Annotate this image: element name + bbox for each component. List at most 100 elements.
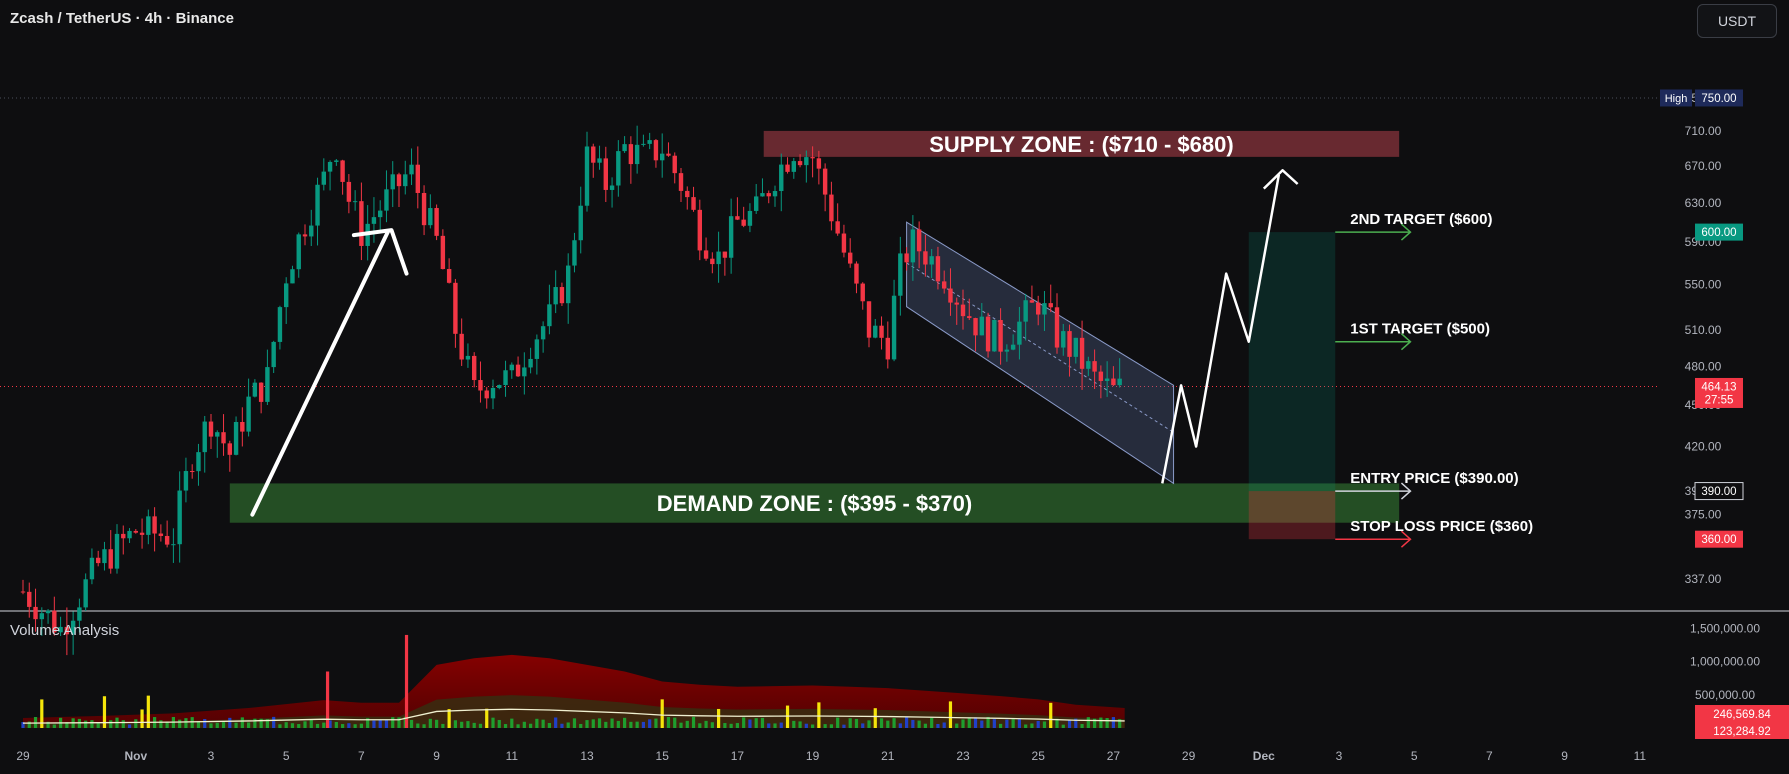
candle-body <box>465 355 471 360</box>
volume-bar <box>579 723 583 728</box>
demand-zone <box>229 483 1400 523</box>
volume-bar <box>748 719 752 728</box>
candle-body <box>534 339 540 359</box>
candle-body <box>359 201 364 246</box>
target-2-label: 2ND TARGET ($600) <box>1350 211 1492 228</box>
volume-panel-label: Volume Analysis <box>10 622 120 639</box>
volume-bar <box>867 720 871 728</box>
price-grid <box>0 97 1789 612</box>
candle-body <box>822 168 828 195</box>
candle-body <box>1048 303 1053 308</box>
candle-body <box>998 319 1003 352</box>
price-tick: 375.00 <box>1685 508 1722 522</box>
chart-title: Zcash / TetherUS · 4h · Binance <box>10 10 234 27</box>
volume-bar <box>1105 718 1109 728</box>
candle-body <box>96 557 101 564</box>
candle-body <box>114 533 120 569</box>
volume-bar <box>679 722 683 728</box>
candle-body <box>873 325 878 338</box>
volume-bar <box>127 724 132 728</box>
volume-bar <box>773 723 777 728</box>
volume-bar <box>485 708 489 728</box>
volume-bar <box>666 717 671 728</box>
candle-body <box>716 251 721 265</box>
volume-bar <box>948 701 953 728</box>
candle-body <box>252 382 258 397</box>
volume-bar <box>366 718 370 728</box>
price-tick: 710.00 <box>1685 124 1722 138</box>
candle-body <box>403 174 408 187</box>
volume-tick: 500,000.00 <box>1695 688 1755 702</box>
price-tick: 510.00 <box>1685 323 1722 337</box>
candle-body <box>559 287 565 304</box>
candle-body <box>434 208 439 236</box>
volume-bar <box>121 720 125 728</box>
candle-body <box>697 209 702 251</box>
time-tick: 19 <box>806 749 820 763</box>
price-flag-bg <box>1695 530 1743 548</box>
candle-body <box>202 421 207 453</box>
supply-zone <box>763 130 1400 157</box>
candle-body <box>735 216 740 220</box>
volume-last-value: 246,569.84 <box>1713 709 1771 721</box>
volume-bar <box>315 723 320 728</box>
candle-body <box>302 234 308 237</box>
volume-bar <box>272 716 276 728</box>
candle-body <box>685 190 690 198</box>
candle-body <box>158 533 164 536</box>
volume-bar <box>1055 718 1059 728</box>
candle-body <box>810 157 815 159</box>
candle-body <box>27 591 32 607</box>
volume-bar <box>40 699 44 728</box>
volume-bar <box>284 722 288 728</box>
candle-body <box>490 387 496 399</box>
volume-bar <box>729 723 733 728</box>
candle-body <box>929 256 934 265</box>
time-tick: 11 <box>506 749 519 763</box>
candle-body <box>284 283 289 308</box>
candle-body <box>45 610 51 614</box>
volume-bar <box>184 718 188 728</box>
volume-bar <box>334 721 338 728</box>
currency-selector[interactable]: USDT <box>1697 4 1777 38</box>
candle-body <box>1017 321 1022 345</box>
volume-bar <box>973 717 978 728</box>
candle-body <box>378 210 383 218</box>
volume-bar <box>466 721 470 728</box>
candle-body <box>384 189 389 211</box>
price-flag-bg <box>1695 89 1743 107</box>
price-flag-bg <box>1694 482 1744 501</box>
volume-bar <box>961 719 965 728</box>
time-tick: 11 <box>1634 749 1647 763</box>
candle-body <box>616 151 621 186</box>
volume-bar <box>453 720 457 728</box>
target-1-label: 1ST TARGET ($500) <box>1350 321 1490 338</box>
volume-bar <box>917 720 921 728</box>
volume-bar <box>923 723 927 728</box>
candle-body <box>1036 302 1041 315</box>
volume-bar <box>447 709 451 728</box>
price-flag-countdown: 27:55 <box>1705 394 1734 406</box>
candle-body <box>1104 378 1110 381</box>
volume-bar <box>529 723 533 728</box>
volume-bar <box>322 722 326 728</box>
volume-bar <box>999 723 1003 728</box>
candle-body <box>127 530 132 539</box>
candle-body <box>672 155 677 174</box>
candle-body <box>258 382 264 402</box>
candle-body <box>647 140 652 144</box>
impulse-arrow-line <box>250 230 390 517</box>
volume-bar <box>497 719 501 728</box>
target-2-arrow <box>1400 223 1412 241</box>
time-tick: Nov <box>124 749 147 763</box>
price-tick: 337.00 <box>1685 572 1722 586</box>
candle-body <box>334 160 339 162</box>
annotations-layer: SUPPLY ZONE : ($710 - $680) DEMAND ZONE :… <box>250 132 1533 548</box>
volume-bar <box>240 717 244 728</box>
volume-bar <box>328 720 332 728</box>
volume-bar <box>1024 724 1028 728</box>
volume-bar <box>297 724 301 728</box>
volume-bar <box>1011 719 1015 728</box>
volume-bar <box>886 720 890 728</box>
